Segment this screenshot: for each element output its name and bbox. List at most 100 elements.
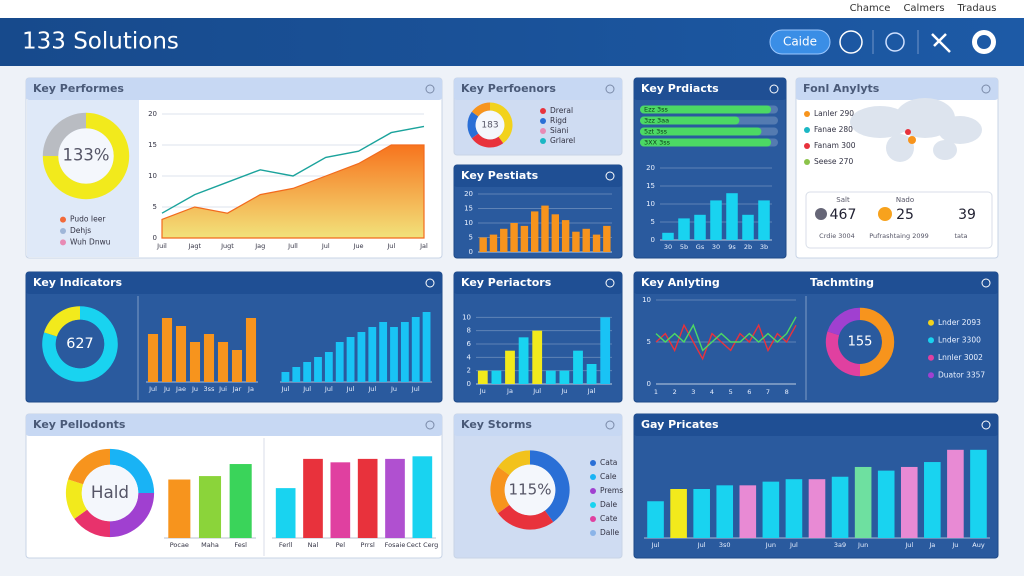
panel-header <box>454 78 622 100</box>
bar <box>924 462 941 538</box>
x-tick-label: Jul <box>148 385 157 393</box>
bar <box>292 367 301 382</box>
bar <box>281 372 290 382</box>
stat-icon <box>878 207 892 221</box>
x-tick-label: Jul <box>346 385 355 393</box>
x-tick-label: Jul <box>697 541 706 549</box>
panel-menu[interactable] <box>769 84 779 94</box>
app-title: 133 Solutions <box>22 29 179 55</box>
panel-title: Key Periactors <box>461 276 552 289</box>
bar <box>808 479 826 538</box>
map-land <box>886 134 914 162</box>
x-tick-label: 3s0 <box>719 541 731 549</box>
bar <box>678 218 690 240</box>
x-tick-label: Jugt <box>220 242 234 250</box>
legend-label: Dehjs <box>70 226 91 235</box>
panel-menu[interactable] <box>425 84 435 94</box>
bar <box>947 449 964 538</box>
icon-button[interactable] <box>839 30 863 54</box>
legend-swatch <box>60 216 66 223</box>
donut-center: 155 <box>848 335 873 350</box>
x-tick-label: 3b <box>760 243 768 251</box>
panel-menu[interactable] <box>425 420 435 430</box>
legend-label: Duator 3357 <box>938 370 985 379</box>
panel-menu[interactable] <box>981 278 991 288</box>
nav-link[interactable]: Tradaus <box>957 3 997 14</box>
panel-menu[interactable] <box>605 84 615 94</box>
panel-menu[interactable] <box>605 171 615 181</box>
bar <box>559 370 570 384</box>
bar <box>762 481 780 538</box>
bar <box>368 327 377 382</box>
map-land <box>938 116 982 144</box>
donut-segment <box>68 448 111 485</box>
panel-title: Gay Pricates <box>641 418 719 431</box>
progress-label: 3zz 3aa <box>644 117 669 125</box>
legend-label: Dreral <box>550 106 573 115</box>
progress-label: 3XX 3ss <box>644 139 671 147</box>
bar <box>600 317 611 384</box>
x-tick-label: 8 <box>785 388 789 396</box>
bar <box>477 370 488 384</box>
x-tick-label: Jul <box>367 385 376 393</box>
panel-menu[interactable] <box>605 420 615 430</box>
x-tick-label: Gs <box>696 243 705 251</box>
header-button[interactable] <box>769 29 831 55</box>
x-tick-label: 1 <box>654 388 658 396</box>
panel-title: Key Anlyting <box>641 276 720 289</box>
bar <box>785 479 803 538</box>
panel-title: Key Pestiats <box>461 169 539 182</box>
legend-swatch <box>590 530 596 536</box>
bar <box>335 342 344 382</box>
bar <box>854 466 872 538</box>
icon-button[interactable] <box>885 32 905 52</box>
stat-value: 467 <box>830 207 857 223</box>
donut-segment <box>65 479 88 519</box>
y-tick-label: 10 <box>462 313 471 321</box>
bar <box>422 312 431 382</box>
x-tick-label: Jull <box>287 242 298 250</box>
y-tick-label: 0 <box>467 380 471 388</box>
x-tick-label: 2b <box>744 243 752 251</box>
bar <box>510 223 518 252</box>
x-tick-label: Nal <box>308 541 319 549</box>
bar <box>357 458 378 538</box>
bar <box>662 232 674 240</box>
nav-link[interactable]: Chamce <box>850 3 891 14</box>
x-tick-label: Pel <box>336 541 346 549</box>
x-tick-label: Ju <box>560 387 567 395</box>
bar <box>694 214 706 240</box>
stat-value: 25 <box>896 207 914 223</box>
panel-menu[interactable] <box>425 278 435 288</box>
bar <box>198 476 222 538</box>
progress-bar <box>640 127 762 136</box>
legend-label: Dale <box>600 500 617 509</box>
y-tick-label: 5 <box>651 218 655 226</box>
bar <box>303 362 312 382</box>
panel-menu[interactable] <box>605 278 615 288</box>
bar <box>275 488 296 538</box>
x-tick-label: Ju <box>390 385 397 393</box>
panel-menu[interactable] <box>981 420 991 430</box>
panel-title: Tachmting <box>810 276 874 289</box>
y-tick-label: 5 <box>469 234 473 242</box>
x-tick-label: Jun <box>765 541 776 549</box>
header-button-label[interactable]: Caide <box>783 35 817 49</box>
panel-menu[interactable] <box>981 84 991 94</box>
donut-hole <box>504 464 556 516</box>
y-tick-label: 10 <box>646 200 655 208</box>
x-tick-label: Auy <box>972 541 985 549</box>
x-tick-label: Jae <box>175 385 186 393</box>
bar <box>203 334 215 382</box>
bar <box>530 211 539 252</box>
bar <box>647 501 664 538</box>
bar <box>726 193 738 240</box>
icon-button[interactable] <box>931 33 951 53</box>
nav-link[interactable]: Calmers <box>903 3 944 14</box>
donut-segment <box>42 306 118 382</box>
legend-swatch <box>804 143 810 149</box>
legend-label: Wuh Dnwu <box>70 237 111 246</box>
donut-segment <box>827 307 861 336</box>
legend-label: Lanler 290 <box>814 109 854 118</box>
y-tick-label: 5 <box>153 203 157 211</box>
